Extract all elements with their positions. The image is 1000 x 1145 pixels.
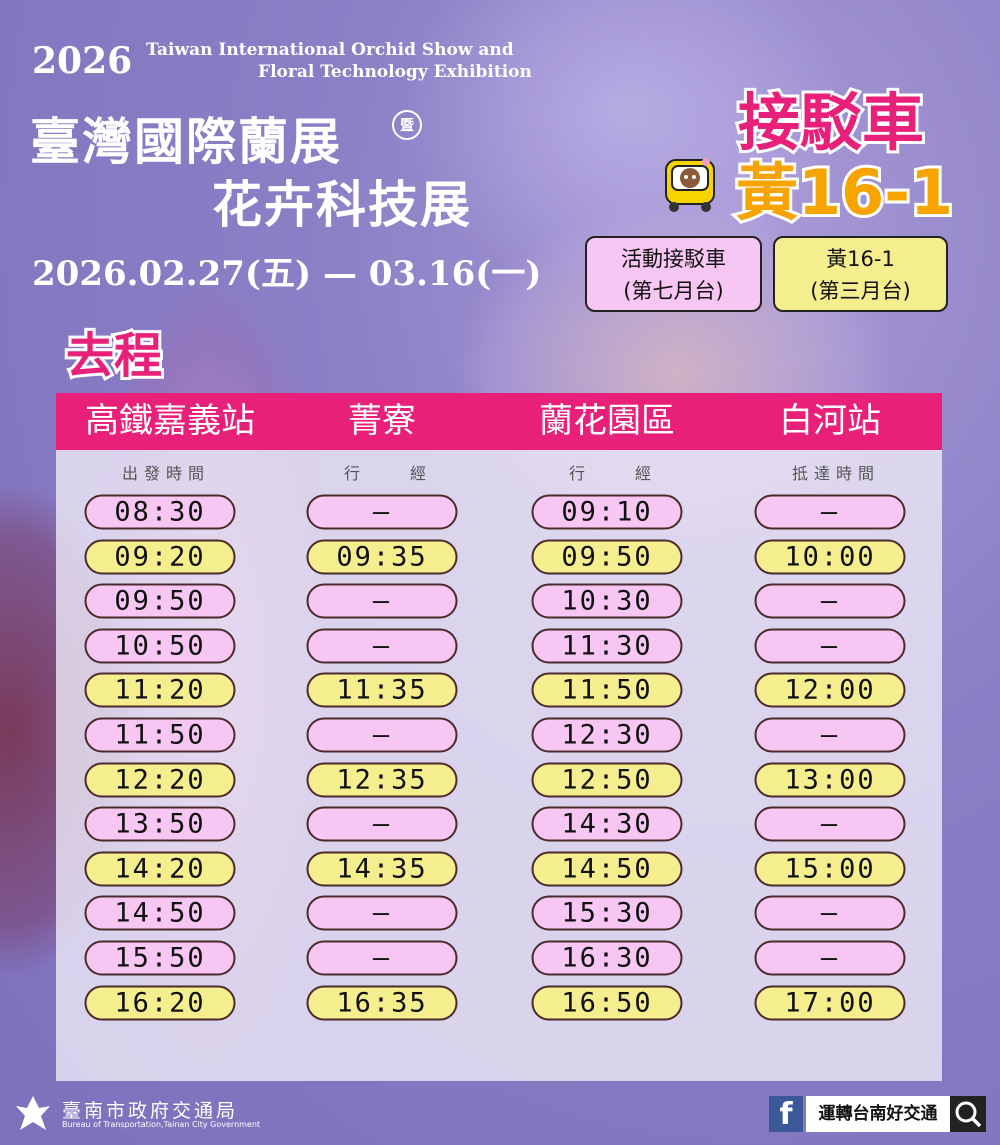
time-cell: — bbox=[306, 717, 458, 753]
time-cell: 09:35 bbox=[306, 539, 458, 575]
time-cell: — bbox=[306, 583, 458, 619]
time-cell: — bbox=[306, 628, 458, 664]
time-cell: 13:50 bbox=[84, 806, 236, 842]
time-cell: 11:50 bbox=[84, 717, 236, 753]
timetable-header: 高鐵嘉義站 菁寮 蘭花園區 白河站 bbox=[56, 393, 942, 450]
time-cell: — bbox=[306, 940, 458, 976]
bureau-name-en: Bureau of Transportation,Tainan City Gov… bbox=[62, 1120, 261, 1129]
time-cell: 12:00 bbox=[754, 672, 906, 708]
time-cell: 10:00 bbox=[754, 539, 906, 575]
time-cell: 09:50 bbox=[84, 583, 236, 619]
time-cell: 12:30 bbox=[531, 717, 683, 753]
legend-label: 活動接駁車 bbox=[621, 247, 726, 271]
time-cell: 15:00 bbox=[754, 851, 906, 887]
time-cell: 10:30 bbox=[531, 583, 683, 619]
title-en-line1: Taiwan International Orchid Show and bbox=[146, 40, 514, 60]
bureau-name: 臺南市政府交通局 bbox=[62, 1100, 239, 1122]
time-cell: 14:50 bbox=[531, 851, 683, 887]
time-cell: 11:30 bbox=[531, 628, 683, 664]
time-cell: 14:50 bbox=[84, 895, 236, 931]
time-cell: — bbox=[306, 806, 458, 842]
time-cell: 17:00 bbox=[754, 985, 906, 1021]
time-cell: 16:30 bbox=[531, 940, 683, 976]
bureau-logo-icon bbox=[16, 1096, 50, 1130]
header-station: 菁寮 bbox=[348, 401, 416, 441]
time-cell: 14:35 bbox=[306, 851, 458, 887]
title-zh-line2: 花卉科技展 bbox=[212, 175, 472, 234]
subheader: 出發時間 bbox=[121, 464, 211, 483]
time-cell: — bbox=[306, 494, 458, 530]
legend-label: 黃16-1 bbox=[826, 247, 895, 271]
bus-mascot-icon bbox=[665, 158, 715, 212]
time-cell: 12:50 bbox=[531, 762, 683, 798]
time-cell: 09:10 bbox=[531, 494, 683, 530]
time-cell: — bbox=[754, 940, 906, 976]
legend-platform: (第七月台) bbox=[623, 279, 724, 303]
direction-label: 去程 bbox=[63, 325, 165, 387]
time-cell: 09:50 bbox=[531, 539, 683, 575]
event-dates: 2026.02.27(五) — 03.16(一) bbox=[32, 254, 542, 294]
subheader: 行 經 bbox=[343, 464, 433, 483]
time-cell: 13:00 bbox=[754, 762, 906, 798]
time-cell: 11:50 bbox=[531, 672, 683, 708]
header-station: 白河站 bbox=[779, 401, 881, 441]
time-cell: 09:20 bbox=[84, 539, 236, 575]
header-station: 高鐵嘉義站 bbox=[85, 401, 255, 441]
time-cell: 10:50 bbox=[84, 628, 236, 664]
time-cell: 16:35 bbox=[306, 985, 458, 1021]
time-cell: — bbox=[754, 583, 906, 619]
conjunction-badge: 暨 bbox=[392, 110, 422, 140]
route-title: 黃16-1 bbox=[733, 153, 956, 232]
subheader: 行 經 bbox=[568, 464, 658, 483]
shuttle-title: 接駁車 bbox=[735, 83, 927, 162]
time-cell: 08:30 bbox=[84, 494, 236, 530]
title-zh-line1: 臺灣國際蘭展 bbox=[30, 112, 342, 171]
time-cell: 15:50 bbox=[84, 940, 236, 976]
header-station: 蘭花園區 bbox=[539, 401, 675, 441]
time-cell: 15:30 bbox=[531, 895, 683, 931]
time-cell: — bbox=[754, 717, 906, 753]
event-year: 2026 bbox=[32, 40, 133, 82]
facebook-page-name[interactable]: 運轉台南好交通 bbox=[806, 1096, 950, 1132]
event-shuttle-legend: 活動接駁車 (第七月台) bbox=[585, 236, 762, 312]
time-cell: 11:20 bbox=[84, 672, 236, 708]
time-cell: 14:30 bbox=[531, 806, 683, 842]
title-en-line2: Floral Technology Exhibition bbox=[258, 62, 532, 82]
subheader: 抵達時間 bbox=[791, 464, 881, 483]
facebook-icon[interactable]: f bbox=[769, 1096, 803, 1132]
time-cell: 11:35 bbox=[306, 672, 458, 708]
route-bus-legend: 黃16-1 (第三月台) bbox=[773, 236, 948, 312]
time-cell: — bbox=[754, 494, 906, 530]
time-cell: 16:50 bbox=[531, 985, 683, 1021]
time-cell: — bbox=[754, 895, 906, 931]
search-icon[interactable] bbox=[950, 1096, 986, 1132]
time-cell: 12:35 bbox=[306, 762, 458, 798]
time-cell: 14:20 bbox=[84, 851, 236, 887]
legend-platform: (第三月台) bbox=[810, 279, 911, 303]
time-cell: — bbox=[306, 895, 458, 931]
time-cell: 12:20 bbox=[84, 762, 236, 798]
time-cell: — bbox=[754, 806, 906, 842]
time-cell: 16:20 bbox=[84, 985, 236, 1021]
time-cell: — bbox=[754, 628, 906, 664]
